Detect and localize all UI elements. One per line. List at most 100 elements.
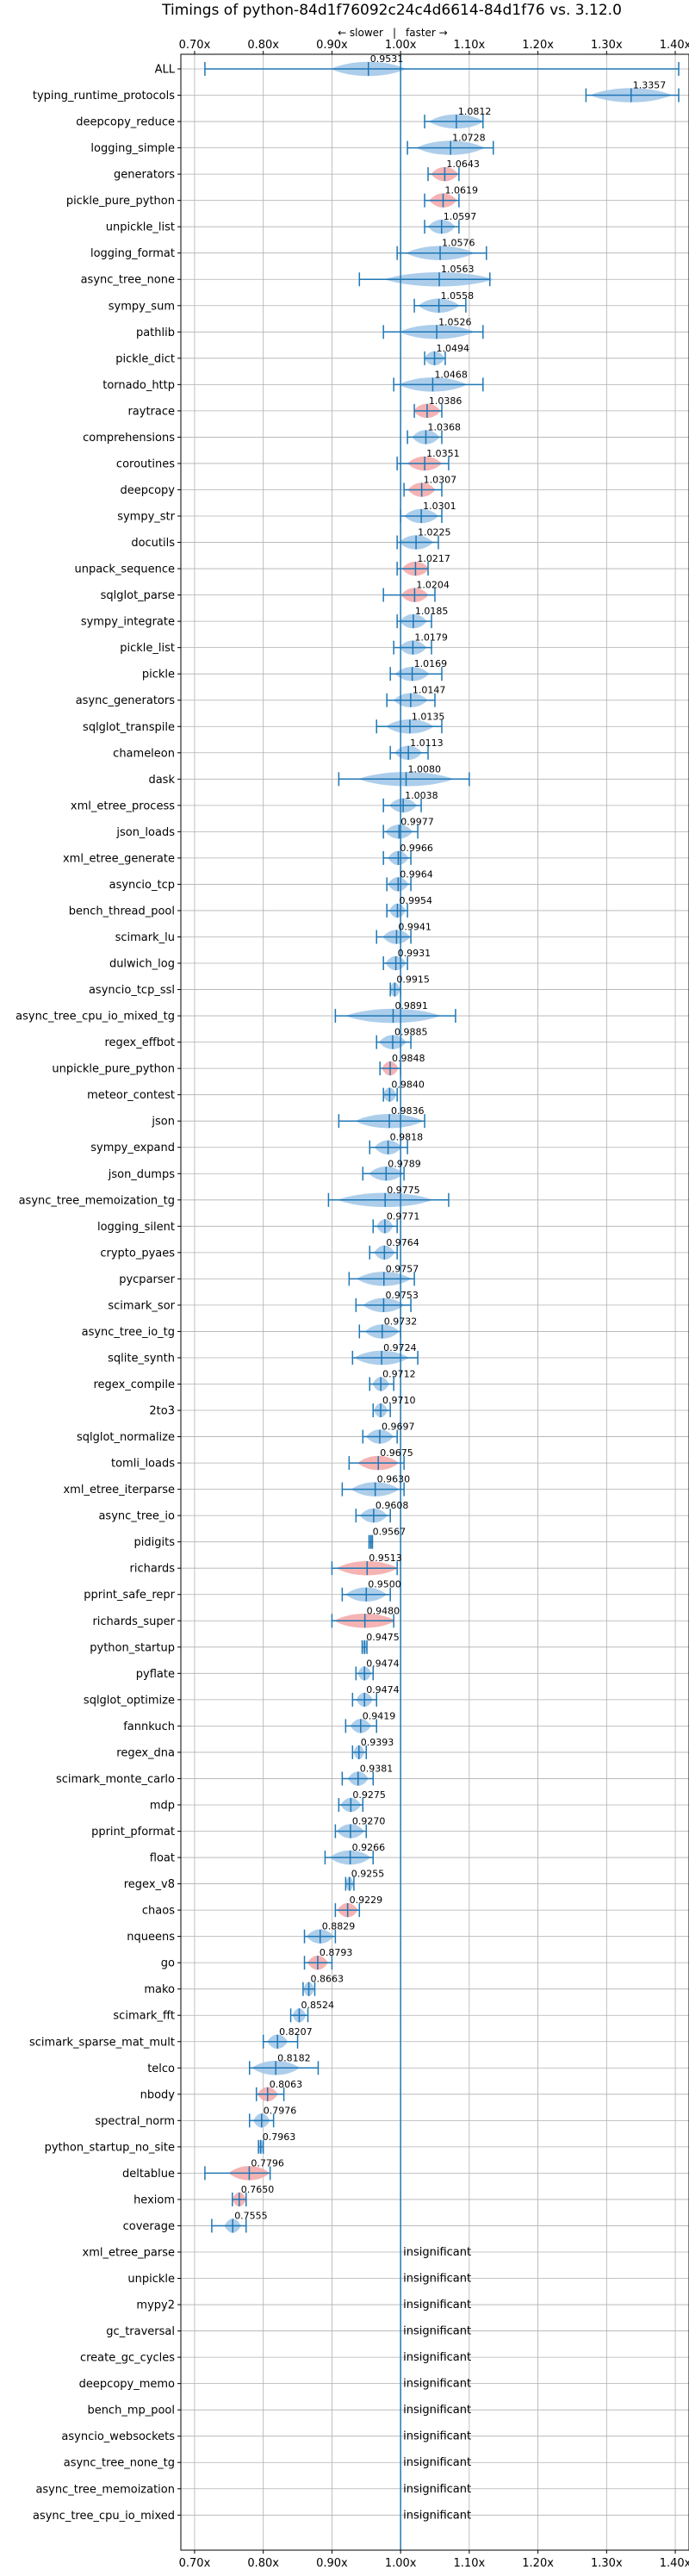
- benchmark-label: sympy_integrate: [81, 616, 175, 629]
- benchmark-label: unpickle_pure_python: [52, 1063, 175, 1076]
- benchmark-label: xml_etree_generate: [63, 852, 175, 865]
- benchmark-label: pathlib: [136, 327, 175, 339]
- value-label: 1.0386: [429, 395, 462, 407]
- x-axis-top: 0.70x 0.80x 0.90x 1.00x 1.10x 1.20x 1.30x 1.40x: [179, 39, 689, 54]
- value-labels: 0.9531 1.3357 1.0812 1.0728 1.0643 1.0619 1.05…: [234, 53, 666, 2522]
- value-label: 0.9474: [366, 1684, 400, 1696]
- benchmark-label: async_tree_memoization_tg: [19, 1194, 175, 1207]
- value-label: 0.9567: [373, 1527, 407, 1538]
- benchmark-label: coverage: [123, 2220, 175, 2233]
- benchmark-label: async_tree_none: [81, 274, 175, 287]
- value-label: 1.0728: [452, 133, 486, 144]
- benchmark-label: crypto_pyaes: [100, 1247, 175, 1260]
- benchmark-label: dulwich_log: [109, 958, 175, 971]
- benchmark-label: sqlglot_transpile: [83, 721, 175, 734]
- value-label: 0.9848: [392, 1053, 425, 1064]
- benchmark-label: sympy_expand: [90, 1142, 175, 1154]
- benchmark-label: asyncio_tcp: [109, 879, 175, 892]
- value-label: 0.7650: [241, 2184, 275, 2195]
- value-label: 0.7796: [251, 2157, 284, 2168]
- value-label: 0.9724: [383, 1342, 417, 1353]
- benchmark-label: richards_super: [92, 1615, 175, 1628]
- benchmark-label: tomli_loads: [111, 1458, 175, 1471]
- benchmark-label: typing_runtime_protocols: [33, 90, 175, 103]
- benchmark-label: regex_effbot: [104, 1036, 175, 1049]
- insignificant-label: insignificant: [403, 2325, 471, 2338]
- benchmark-label: pprint_pformat: [91, 1826, 175, 1839]
- benchmark-label: bench_mp_pool: [87, 2405, 175, 2417]
- benchmark-label: scimark_lu: [115, 931, 175, 944]
- benchmark-label: generators: [114, 169, 175, 182]
- value-label: 1.0494: [437, 343, 470, 354]
- value-label: 0.9964: [400, 868, 433, 880]
- value-label: 1.0185: [415, 606, 449, 617]
- benchmark-label: unpickle_list: [106, 221, 175, 234]
- value-label: 0.9966: [400, 843, 433, 854]
- value-label: 0.9775: [387, 1185, 420, 1196]
- x-tick-label-bottom: 0.70x: [179, 2557, 211, 2570]
- benchmark-label: pickle_dict: [115, 352, 175, 365]
- value-label: 0.9941: [398, 921, 431, 932]
- benchmark-label: spectral_norm: [95, 2115, 175, 2128]
- benchmark-label: unpickle: [127, 2273, 175, 2286]
- value-label: 1.0225: [418, 527, 451, 538]
- value-label: 0.9419: [363, 1710, 396, 1721]
- value-label: 0.9764: [386, 1237, 419, 1248]
- benchmark-label: scimark_fft: [113, 2010, 175, 2023]
- chart-title: Timings of python-84d1f76092c24c4d6614-8…: [161, 2, 622, 19]
- value-label: 0.9255: [351, 1869, 385, 1880]
- direction-subtitle: ← slower | faster →: [338, 27, 448, 39]
- value-label: 1.0576: [442, 238, 475, 249]
- benchmark-label: comprehensions: [83, 432, 175, 445]
- value-label: 0.9885: [394, 1027, 428, 1038]
- benchmark-label: go: [161, 1957, 175, 1970]
- insignificant-label: insignificant: [403, 2273, 471, 2286]
- benchmark-label: logging_silent: [97, 1221, 175, 1234]
- x-tick-label-top: 1.00x: [385, 39, 417, 52]
- value-label: 1.0597: [444, 211, 477, 222]
- benchmark-label: telco: [147, 2063, 175, 2075]
- benchmark-label: deltablue: [122, 2168, 175, 2181]
- value-label: 1.0179: [414, 632, 447, 644]
- benchmark-label: coroutines: [116, 457, 175, 470]
- benchmark-label: asyncio_tcp_ssl: [89, 984, 175, 997]
- benchmark-label: async_tree_io_tg: [82, 1326, 175, 1339]
- value-label: 1.0307: [424, 474, 457, 485]
- benchmark-label: meteor_contest: [87, 1089, 175, 1102]
- x-axis-bottom: 0.70x 0.80x 0.90x 1.00x 1.10x 1.20x 1.30x 1.40x: [179, 2550, 689, 2570]
- benchmark-label: pickle: [142, 669, 175, 681]
- value-label: 1.0526: [438, 316, 472, 327]
- benchmark-label: async_tree_cpu_io_mixed: [33, 2510, 175, 2523]
- benchmark-label: sqlglot_optimize: [84, 1694, 175, 1707]
- value-label: 0.9836: [391, 1105, 425, 1117]
- insignificant-label: insignificant: [403, 2404, 471, 2417]
- benchmark-label: async_tree_memoization: [35, 2483, 175, 2496]
- value-label: 0.9753: [385, 1290, 419, 1301]
- benchmark-label: pyflate: [136, 1668, 175, 1681]
- benchmark-label: scimark_sparse_mat_mult: [29, 2036, 175, 2049]
- x-tick-label-bottom: 0.90x: [316, 2557, 348, 2570]
- benchmark-label: async_tree_cpu_io_mixed_tg: [16, 1011, 175, 1024]
- benchmark-label: asyncio_websockets: [61, 2430, 175, 2443]
- value-label: 0.9275: [352, 1789, 386, 1801]
- value-label: 1.0217: [417, 553, 450, 564]
- benchmark-label: pidigits: [134, 1536, 176, 1549]
- benchmark-label: json: [151, 1116, 175, 1129]
- benchmark-label: async_tree_none_tg: [64, 2457, 175, 2470]
- x-tick-label-bottom: 1.40x: [660, 2557, 689, 2570]
- value-label: 0.8063: [270, 2079, 303, 2090]
- value-label: 0.9954: [399, 895, 432, 906]
- benchmark-label: json_loads: [115, 826, 175, 839]
- value-label: 0.9229: [350, 1895, 383, 1906]
- x-tick-label-bottom: 1.00x: [385, 2557, 417, 2570]
- benchmark-label: json_dumps: [108, 1168, 175, 1181]
- value-label: 0.9675: [380, 1447, 413, 1459]
- benchmark-label: gc_traversal: [106, 2325, 175, 2338]
- value-label: 0.9474: [366, 1658, 400, 1669]
- value-label: 1.0301: [423, 501, 456, 512]
- value-label: 0.9771: [387, 1210, 420, 1222]
- benchmark-label: xml_etree_iterparse: [63, 1484, 175, 1496]
- x-tick-label-bottom: 0.80x: [247, 2557, 279, 2570]
- benchmark-label: nbody: [140, 2088, 176, 2101]
- benchmark-label: deepcopy_memo: [79, 2378, 175, 2391]
